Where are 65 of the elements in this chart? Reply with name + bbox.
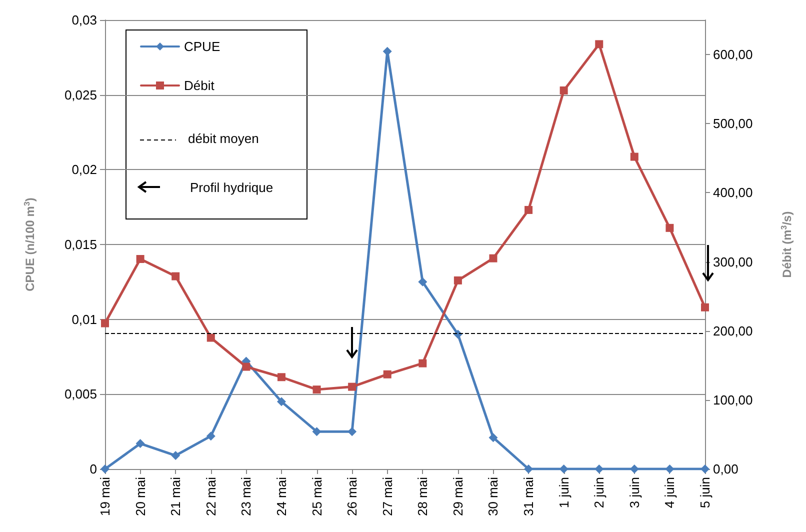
point [665, 464, 674, 474]
y-tick-label: 0 [90, 462, 97, 476]
y2-tick-label: 0,00 [713, 462, 738, 476]
y-tick-label: 0,03 [72, 12, 97, 28]
legend-label: Débit [184, 78, 215, 93]
point [242, 362, 250, 371]
y2-tick-label: 400,00 [713, 185, 753, 200]
point [348, 427, 357, 436]
point [348, 382, 356, 391]
x-tick-label: 4 juin [662, 477, 678, 508]
x-tick-label: 30 mai [486, 476, 501, 516]
point [172, 272, 180, 280]
y-tick-label: 0,025 [64, 87, 97, 102]
y2-tick-label: 600,00 [713, 47, 753, 62]
point [171, 451, 180, 460]
y2-axis-title: Débit (m3/s) [780, 211, 794, 278]
point [276, 397, 286, 406]
x-tick-label: 25 mai [309, 476, 324, 516]
y-tick-label: 0,015 [64, 237, 97, 252]
point [488, 433, 498, 442]
point [630, 152, 638, 161]
point [383, 370, 392, 378]
x-tick-label: 28 mai [415, 476, 430, 516]
point [136, 255, 144, 264]
point [701, 303, 709, 312]
point [666, 224, 674, 232]
point [206, 432, 216, 441]
y2-tick-label: 200,00 [713, 323, 753, 338]
x-tick-label: 24 mai [274, 476, 289, 516]
point [489, 254, 498, 262]
x-tick-label: 5 juin [698, 477, 712, 508]
point [524, 206, 533, 214]
point [454, 276, 462, 284]
x-tick-label: 1 juin [556, 477, 572, 508]
x-tick-label: 31 mai [521, 476, 536, 516]
point [206, 334, 215, 342]
legend-label: débit moyen [188, 131, 259, 146]
x-tick-label: 20 mai [132, 476, 148, 516]
y2-tick-label: 100,00 [713, 392, 753, 408]
x-tick-label: 26 mai [344, 476, 360, 516]
y-tick-label: 0,01 [72, 312, 97, 327]
point [312, 427, 322, 436]
legend-label: CPUE [184, 39, 220, 54]
point [312, 386, 321, 394]
point [559, 464, 568, 474]
point [418, 359, 427, 368]
x-tick-label: 21 mai [168, 476, 184, 516]
point [595, 40, 604, 48]
x-tick-label: 27 mai [380, 476, 395, 516]
y2-tick-label: 500,00 [713, 116, 753, 132]
x-tick-label: 3 juin [626, 477, 642, 508]
point [560, 86, 568, 94]
point [277, 373, 286, 382]
x-tick-label: 2 juin [592, 477, 607, 508]
y-tick-label: 0,02 [72, 162, 97, 178]
y-tick-label: 0,005 [64, 386, 97, 402]
x-tick-label: 29 mai [450, 476, 466, 516]
point [418, 277, 428, 286]
y2-tick-label: 300,00 [713, 254, 753, 270]
point [136, 439, 145, 448]
annotation: Profil hydrique [190, 180, 274, 195]
x-tick-label: 23 mai [238, 476, 254, 516]
x-tick-label: 22 mai [203, 476, 218, 516]
y-axis-title: CPUE (n/100 m3) [22, 198, 37, 292]
x-tick-label: 19 mai [98, 476, 112, 516]
